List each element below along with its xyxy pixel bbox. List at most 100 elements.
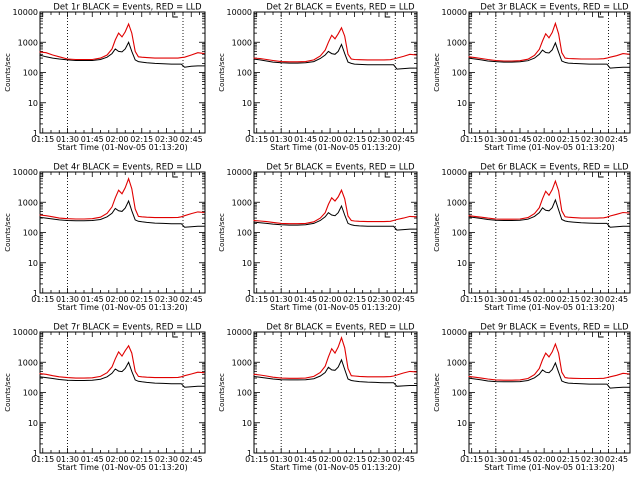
x-tick-label: 01:30 [56,295,79,304]
x-tick-label: 02:30 [367,135,390,144]
x-tick-label: 02:15 [343,135,366,144]
y-tick-label: 1 [462,129,467,138]
y-tick-label: 10 [242,419,252,428]
lld-series-line [468,179,630,220]
lld-series-line [39,177,205,220]
y-tick-label: 1000 [232,198,252,207]
x-tick-label: 02:15 [343,295,366,304]
y-tick-label: 10000 [13,8,38,17]
x-axis-label: Start Time (01-Nov-05 01:13:20) [270,143,400,152]
x-tick-label: 01:30 [270,455,293,464]
x-tick-label: 02:45 [180,135,203,144]
y-tick-label: 10 [28,259,38,268]
x-tick-label: 01:30 [56,455,79,464]
x-tick-label: 02:00 [105,295,128,304]
lld-series-line [468,21,630,62]
x-tick-label: 02:00 [105,455,128,464]
x-tick-label: 02:00 [319,455,342,464]
plot-frame [253,171,418,294]
y-axis-label: Counts/sec [218,373,226,412]
y-tick-label: 1000 [18,358,38,367]
y-tick-label: 10 [457,259,467,268]
y-tick-label: 1 [247,449,252,458]
y-tick-label: 100 [452,389,467,398]
y-tick-label: 1000 [18,38,38,47]
x-tick-label: 02:30 [155,455,178,464]
x-tick-label: 02:15 [557,295,580,304]
chart-panel: Det 2r BLACK = Events, RED = LLD 1 10 100 10… [218,2,418,152]
y-tick-label: 10 [242,259,252,268]
plot-frame [253,11,418,134]
y-tick-label: 100 [452,69,467,78]
plot-frame [468,171,631,294]
y-axis-label: Counts/sec [4,373,12,412]
y-tick-label: 1 [462,449,467,458]
y-tick-label: 10000 [442,328,467,337]
x-tick-label: 02:45 [605,455,628,464]
y-axis-label: Counts/sec [4,53,12,92]
chart-panel: Det 9r BLACK = Events, RED = LLD 1 10 100 10… [433,322,631,472]
chart-panel: Det 8r BLACK = Events, RED = LLD 1 10 100 10… [218,322,418,472]
y-tick-label: 1000 [447,198,467,207]
chart-panel: Det 4r BLACK = Events, RED = LLD 1 10 100 10… [4,162,206,312]
chart-title: Det 5r BLACK = Events, RED = LLD [266,162,414,172]
x-tick-label: 02:15 [130,135,153,144]
events-series-line [39,41,205,68]
y-tick-label: 10 [457,419,467,428]
y-tick-label: 1000 [18,198,38,207]
time-marker-bracket [172,12,178,18]
events-series-line [468,41,630,69]
y-axis-label: Counts/sec [433,213,441,252]
x-tick-label: 02:00 [105,135,128,144]
y-axis-label: Counts/sec [4,213,12,252]
x-tick-label: 01:45 [294,455,317,464]
events-series-line [253,43,417,70]
lld-series-line [468,342,630,381]
chart-panel: Det 1r BLACK = Events, RED = LLD 1 10 100 10… [4,2,206,152]
chart-panel: Det 7r BLACK = Events, RED = LLD 1 10 100 10… [4,322,206,472]
x-tick-label: 01:15 [460,295,483,304]
x-tick-label: 02:45 [605,295,628,304]
y-tick-label: 1 [462,289,467,298]
time-marker-bracket [384,172,391,178]
y-tick-label: 10 [457,99,467,108]
time-marker-bracket [598,332,604,338]
x-tick-label: 02:00 [319,135,342,144]
plot-frame [39,11,206,134]
x-tick-label: 02:45 [180,295,203,304]
events-series-line [253,204,417,231]
y-tick-label: 1 [33,129,38,138]
chart-title: Det 2r BLACK = Events, RED = LLD [266,2,414,12]
x-tick-label: 01:30 [484,455,507,464]
y-axis-label: Counts/sec [433,373,441,412]
x-tick-label: 01:45 [508,455,531,464]
y-tick-label: 1 [247,289,252,298]
x-tick-label: 01:30 [270,295,293,304]
y-tick-label: 100 [237,389,252,398]
x-tick-label: 02:45 [180,455,203,464]
x-tick-label: 01:15 [31,455,54,464]
x-tick-label: 02:30 [367,455,390,464]
x-axis-label: Start Time (01-Nov-05 01:13:20) [57,143,187,152]
y-axis-label: Counts/sec [218,213,226,252]
y-tick-label: 1000 [447,38,467,47]
time-marker-bracket [384,12,391,18]
x-axis-label: Start Time (01-Nov-05 01:13:20) [484,303,614,312]
x-tick-label: 02:30 [581,135,604,144]
x-axis-label: Start Time (01-Nov-05 01:13:20) [57,463,187,472]
y-tick-label: 10000 [227,328,252,337]
x-tick-label: 01:30 [56,135,79,144]
y-tick-label: 100 [23,229,38,238]
x-tick-label: 01:15 [460,135,483,144]
x-tick-label: 02:30 [155,135,178,144]
chart-title: Det 9r BLACK = Events, RED = LLD [480,322,628,332]
x-tick-label: 02:45 [392,455,415,464]
x-tick-label: 01:30 [270,135,293,144]
x-tick-label: 02:00 [533,135,556,144]
time-marker-bracket [172,332,178,338]
x-tick-label: 02:00 [533,295,556,304]
x-axis-label: Start Time (01-Nov-05 01:13:20) [484,143,614,152]
x-tick-label: 02:15 [557,135,580,144]
lld-series-line [39,22,205,61]
y-tick-label: 100 [237,69,252,78]
